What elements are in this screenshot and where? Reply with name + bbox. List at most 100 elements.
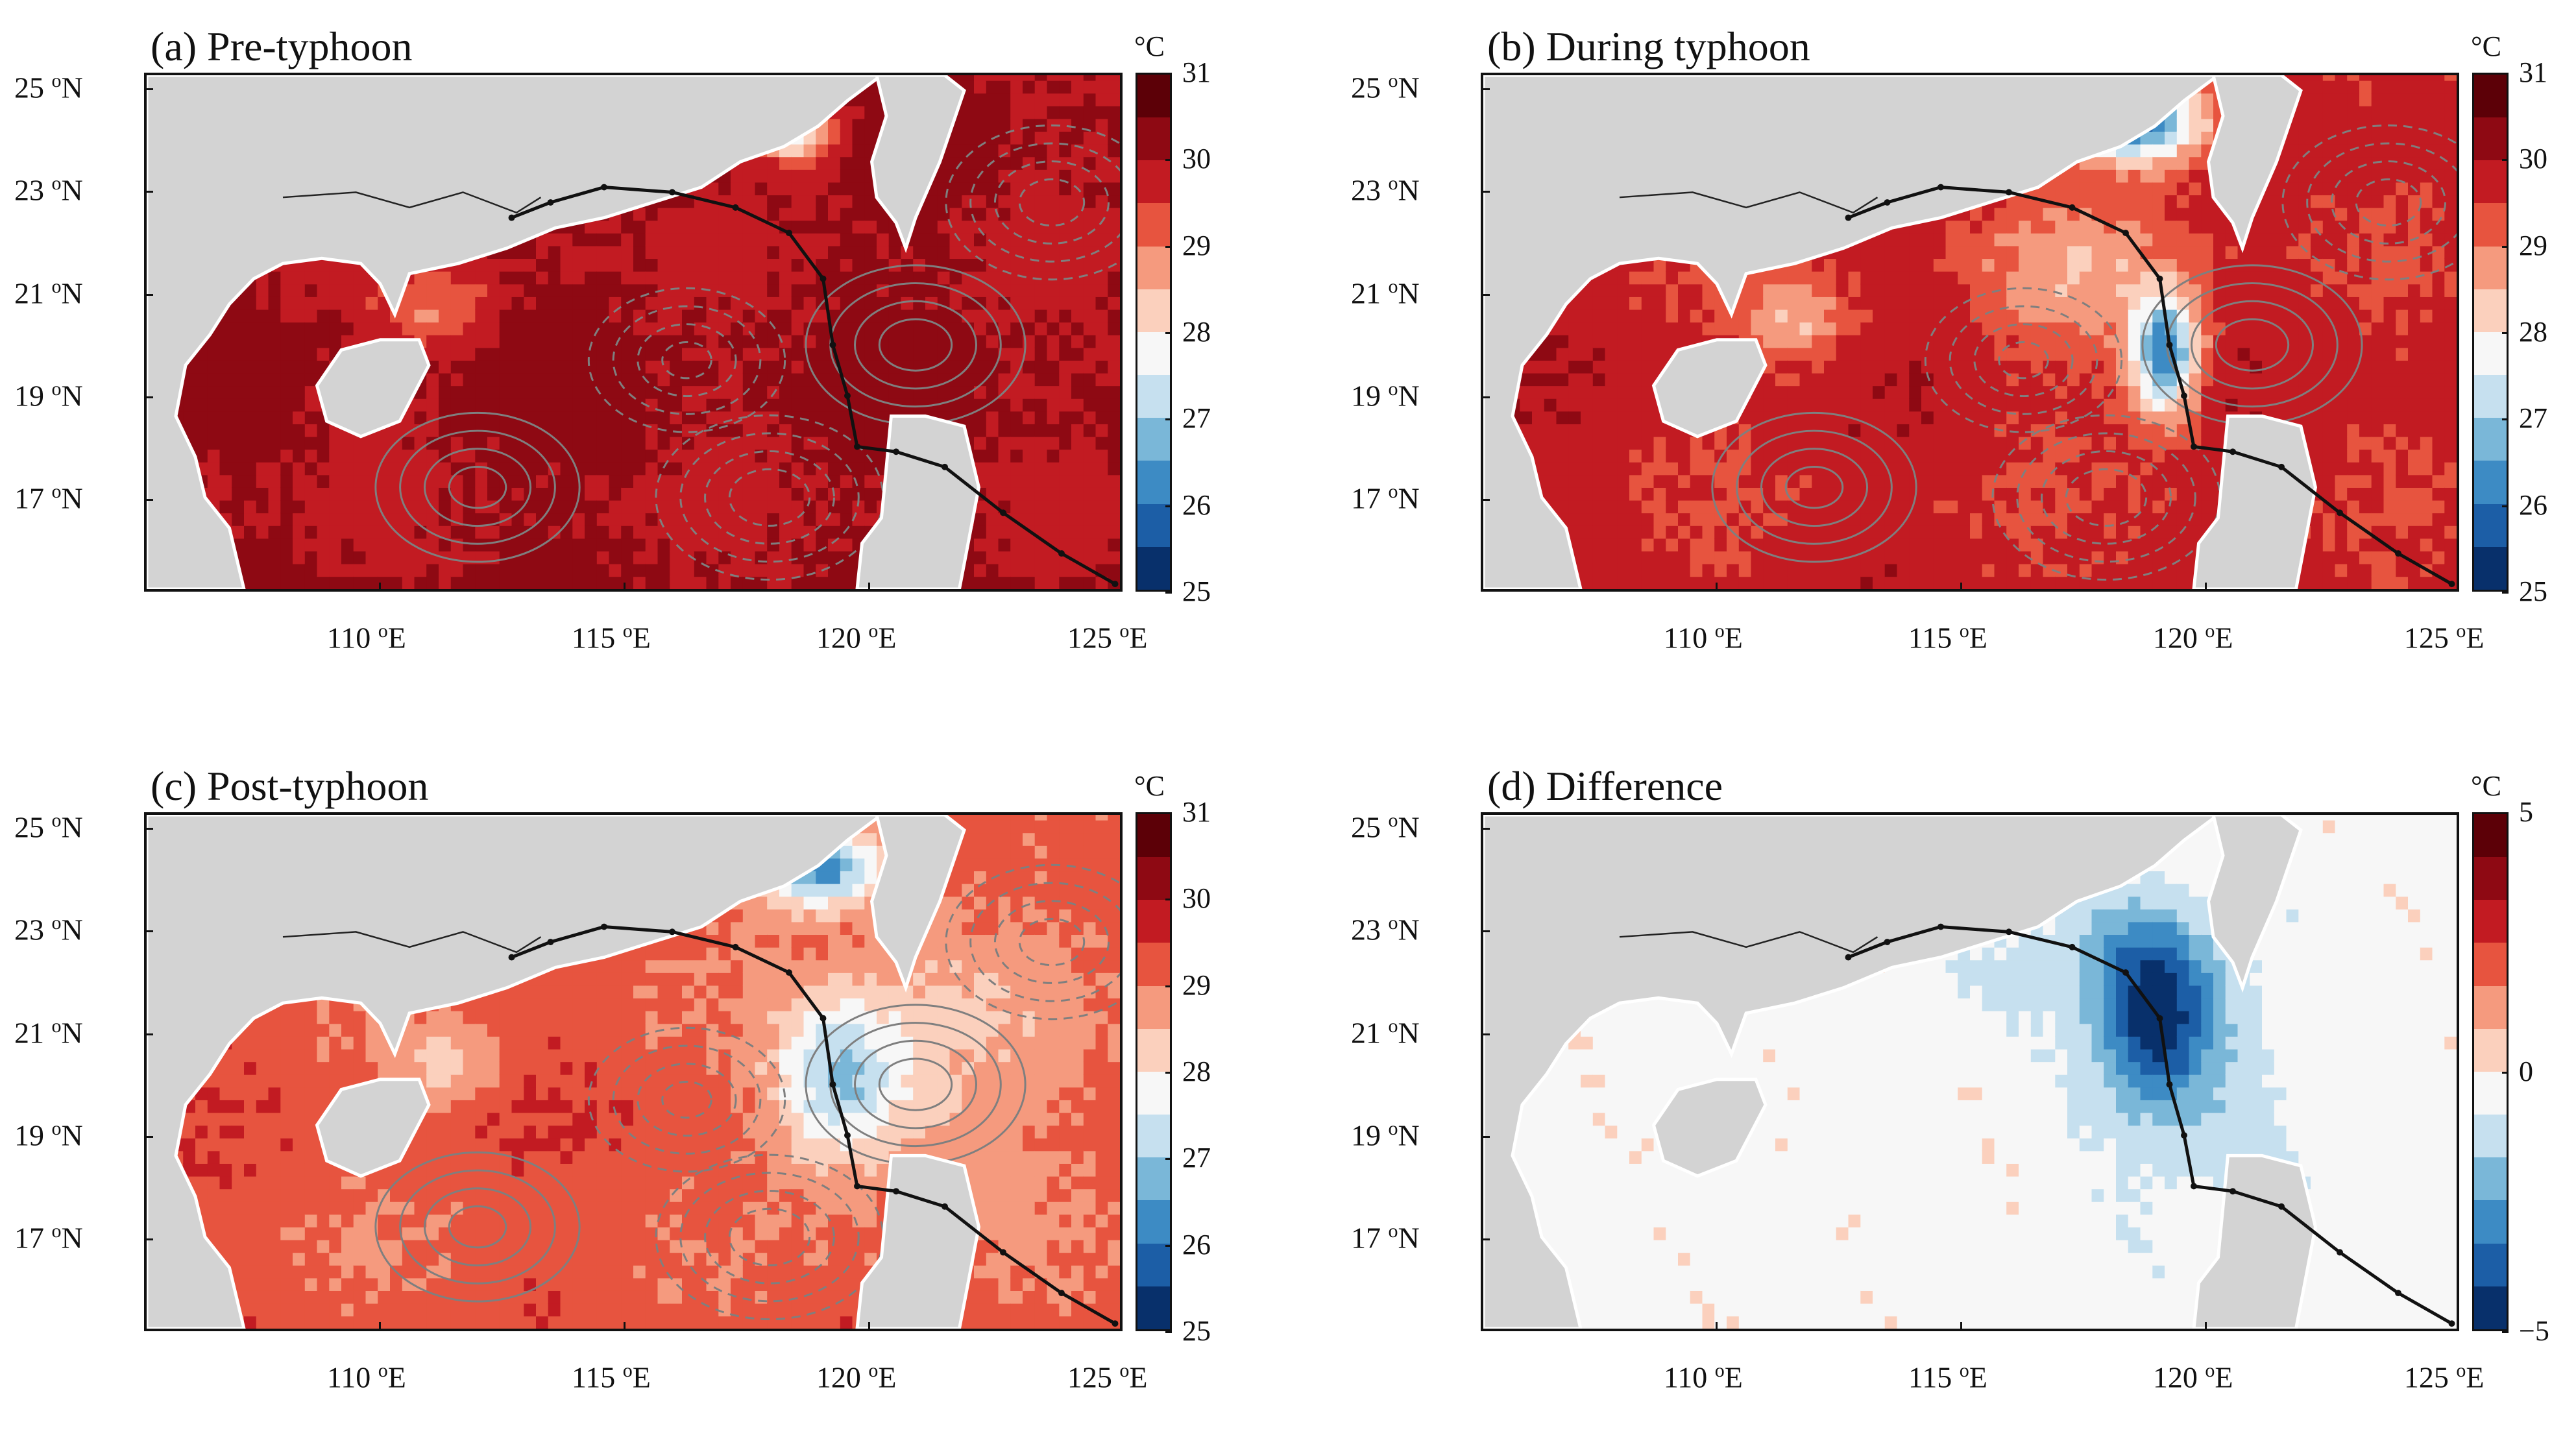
colorbar-segment [2474, 75, 2507, 96]
colorbar-segment [2474, 268, 2507, 289]
lat-tick [144, 191, 153, 193]
lon-tick [1716, 583, 1718, 592]
colorbar-segment [1137, 1265, 1170, 1286]
lon-label: 120 oE [816, 621, 897, 653]
colorbar-segment [2474, 814, 2507, 836]
colorbar-segment [1137, 965, 1170, 986]
colorbar-segment [1137, 1050, 1170, 1072]
colorbar-tick [1165, 1331, 1172, 1333]
colorbar-unit: °C [2471, 772, 2501, 801]
lon-tick [2205, 1322, 2207, 1331]
colorbar-segment [1137, 139, 1170, 160]
colorbar-tick-label: 30 [1182, 145, 1211, 173]
colorbar-tick [1165, 985, 1172, 987]
colorbar-segment [1137, 225, 1170, 247]
colorbar-tick [1165, 899, 1172, 900]
colorbar-tick [2502, 592, 2509, 594]
lat-label: 21 oN [1351, 1017, 1420, 1048]
colorbar-segment [1137, 311, 1170, 332]
colorbar-tick [1165, 159, 1172, 161]
lat-tick [144, 828, 153, 830]
lon-label: 115 oE [1908, 1361, 1987, 1392]
colorbar-segment [1137, 439, 1170, 461]
lat-label: 23 oN [14, 913, 83, 945]
colorbar-tick-label: 28 [1182, 1057, 1211, 1086]
lat-label: 17 oN [14, 1222, 83, 1253]
colorbar-segment [1137, 1093, 1170, 1115]
colorbar-segment [2474, 182, 2507, 203]
lon-tick [1716, 1322, 1718, 1331]
lat-tick [144, 499, 153, 501]
lat-tick [144, 1238, 153, 1240]
colorbar-segment [2474, 203, 2507, 224]
colorbar-segment [2474, 225, 2507, 247]
lon-label: 110 oE [1664, 1361, 1743, 1392]
lon-label: 115 oE [572, 621, 651, 653]
colorbar-tick-label: 30 [1182, 884, 1211, 913]
colorbar-segment [2474, 1050, 2507, 1072]
colorbar-segment [2474, 1222, 2507, 1243]
colorbar-segment [1137, 332, 1170, 354]
colorbar-tick-label: 25 [1182, 1317, 1211, 1345]
colorbar-tick [2502, 159, 2509, 161]
lat-label: 25 oN [14, 71, 83, 103]
lon-label-end: 125 oE [1067, 1361, 1148, 1392]
colorbar-segment [1137, 160, 1170, 182]
colorbar-segment [2474, 1244, 2507, 1265]
lat-tick [1481, 1033, 1490, 1035]
colorbar-tick-label: 26 [2519, 491, 2547, 520]
colorbar-segment [1137, 396, 1170, 418]
colorbar-tick-label: −5 [2519, 1317, 2549, 1345]
colorbar-segment [2474, 332, 2507, 354]
colorbar-segment [2474, 461, 2507, 482]
lat-label: 25 oN [1351, 71, 1420, 103]
lat-tick [144, 1136, 153, 1138]
colorbar-segment [2474, 900, 2507, 921]
colorbar-segment [1137, 75, 1170, 96]
colorbar-tick [1165, 332, 1172, 334]
lon-label: 120 oE [816, 1361, 897, 1392]
colorbar-segment [1137, 525, 1170, 547]
colorbar-tick [2502, 73, 2509, 75]
colorbar-tick-label: 27 [1182, 1144, 1211, 1172]
colorbar-tick [1165, 592, 1172, 594]
colorbar-segment [2474, 247, 2507, 268]
colorbar-segment [2474, 160, 2507, 182]
colorbar-segment [1137, 96, 1170, 117]
lon-label: 110 oE [1664, 621, 1743, 653]
colorbar-segment [1137, 1029, 1170, 1050]
lat-tick [144, 930, 153, 932]
panel-title: (b) During typhoon [1487, 26, 1810, 67]
colorbar-segment [2474, 1072, 2507, 1093]
colorbar-segment [2474, 289, 2507, 311]
colorbar-tick-label: 29 [2519, 232, 2547, 260]
colorbar-tick-label: 28 [1182, 318, 1211, 346]
colorbar-segment [1137, 568, 1170, 590]
colorbar-tick [2502, 1331, 2509, 1333]
colorbar-segment [1137, 482, 1170, 503]
colorbar-segment [2474, 921, 2507, 943]
lat-tick [1481, 1136, 1490, 1138]
colorbar-segment [1137, 247, 1170, 268]
colorbar-tick [2502, 246, 2509, 248]
colorbar-segment [2474, 836, 2507, 857]
lon-label-end: 125 oE [2404, 1361, 2485, 1392]
colorbar-segment [2474, 1265, 2507, 1286]
colorbar-segment [2474, 857, 2507, 878]
colorbar-segment [2474, 943, 2507, 964]
map-canvas [1483, 815, 2457, 1329]
lon-label: 115 oE [572, 1361, 651, 1392]
panel-title: (d) Difference [1487, 766, 1723, 807]
colorbar-segment [1137, 203, 1170, 224]
lat-label: 23 oN [14, 174, 83, 205]
colorbar-tick [1165, 246, 1172, 248]
colorbar-tick-label: 26 [1182, 1231, 1211, 1259]
colorbar-unit: °C [2471, 32, 2501, 61]
colorbar-segment [2474, 1157, 2507, 1179]
colorbar-tick-label: 26 [1182, 491, 1211, 520]
lon-tick [1960, 1322, 1962, 1331]
lat-tick [1481, 294, 1490, 296]
